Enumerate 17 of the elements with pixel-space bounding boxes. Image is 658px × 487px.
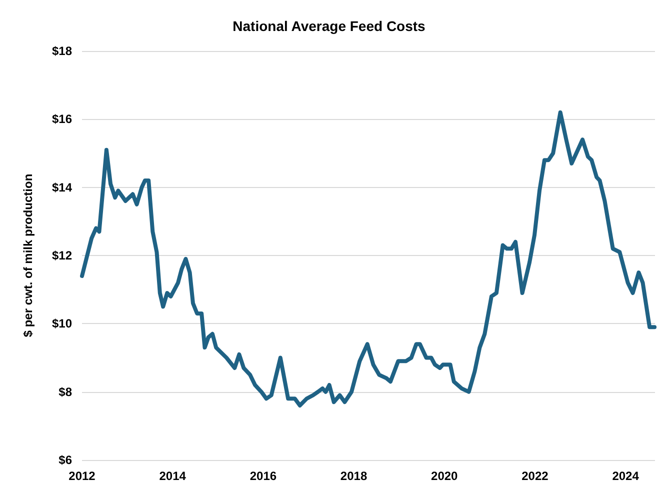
- y-tick-label: $8: [58, 384, 72, 399]
- chart-title: National Average Feed Costs: [232, 18, 426, 34]
- x-tick-label: 2018: [340, 469, 368, 483]
- x-tick-label: 2016: [250, 469, 277, 483]
- y-tick-label: $14: [52, 180, 72, 194]
- line-series: [80, 110, 657, 408]
- y-tick-label: $18: [52, 44, 72, 58]
- y-tick-label: $16: [52, 112, 72, 126]
- y-tick-label: $12: [52, 248, 72, 262]
- x-tick-label: 2020: [431, 469, 458, 483]
- y-tick-label: $10: [52, 316, 72, 331]
- x-tick-label: 2022: [522, 469, 549, 483]
- x-tick-label: 2014: [159, 469, 186, 483]
- y-tick-label: $6: [58, 453, 72, 467]
- x-tick-label: 2012: [68, 469, 96, 483]
- x-tick-label: 2024: [612, 469, 640, 483]
- y-axis-title: $ per cwt. of milk production: [21, 174, 35, 338]
